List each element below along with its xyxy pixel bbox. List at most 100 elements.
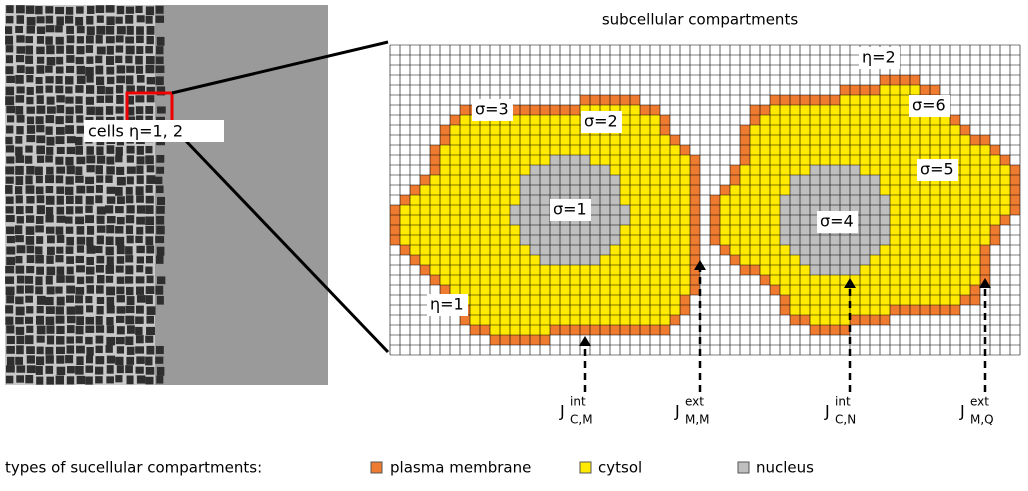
lattice-site [510,255,520,265]
tissue-cell [46,96,55,105]
lattice-site [830,125,840,135]
lattice-site [610,265,620,275]
tissue-cell [26,125,36,134]
lattice-site [940,255,950,265]
tissue-cell [36,195,45,204]
tissue-cell [115,35,124,43]
lattice-site [490,165,500,175]
lattice-site [560,145,570,155]
tissue-cell [16,335,25,345]
tissue-cell [136,295,146,303]
arrow-head [694,260,706,270]
energy-base: J [824,402,830,421]
lattice-site [800,285,810,295]
lattice-site [430,145,440,155]
lattice-site [690,285,700,295]
tissue-cell [145,225,154,234]
lattice-site [570,315,580,325]
tissue-cell [155,65,165,73]
tissue-cell [76,26,85,34]
tissue-cell [35,286,43,295]
lattice-site [440,165,450,175]
lattice-site [450,125,460,135]
lattice-site [660,225,670,235]
tissue-cell [76,156,86,165]
lattice-site [900,95,910,105]
tissue-cell [5,66,14,75]
lattice-site [610,305,620,315]
lattice-site [440,225,450,235]
lattice-site [660,145,670,155]
lattice-site [440,255,450,265]
tissue-cell [65,115,74,124]
tissue-cell [6,156,15,164]
tissue-cell [156,375,164,384]
lattice-site [770,115,780,125]
tissue-cell [5,176,14,184]
lattice-site [960,155,970,165]
label-box [427,294,468,316]
lattice-site [520,175,530,185]
tissue-cell [125,255,134,263]
lattice-site [890,235,900,245]
tissue-cell [66,206,74,215]
lattice-site [590,265,600,275]
zoom-line [183,138,390,354]
lattice-site [910,135,920,145]
lattice-site [890,225,900,235]
lattice-site [640,255,650,265]
tissue-cell [155,285,164,295]
tissue-cell [26,255,35,264]
tissue-cell [75,206,83,214]
lattice-site [740,245,750,255]
lattice-site [750,205,760,215]
tissue-cell [45,76,54,84]
lattice-site [530,145,540,155]
lattice-site [820,295,830,305]
lattice-site [970,235,980,245]
tissue-cell [25,215,35,223]
lattice-site [900,175,910,185]
lattice-site [490,315,500,325]
tissue-cell [55,36,64,45]
lattice-site [520,195,530,205]
lattice-site [650,225,660,235]
lattice-site [740,135,750,145]
tissue-cell [86,56,94,64]
tissue-cell [156,246,165,256]
tissue-cell [136,205,146,214]
lattice-site [810,135,820,145]
lattice-site [540,305,550,315]
lattice-site [640,325,650,335]
lattice-site [630,185,640,195]
lattice-site [480,295,490,305]
tissue-cell [36,356,45,366]
lattice-site [780,185,790,195]
lattice-site [820,195,830,205]
lattice-site [840,115,850,125]
tissue-cell [5,86,15,96]
lattice-site [780,285,790,295]
lattice-site [530,225,540,235]
tissue-cell [135,235,143,244]
tissue-cell [116,245,125,255]
lattice-site [480,255,490,265]
tissue-cell [96,285,104,294]
tissue-cell [26,116,35,125]
lattice-site [500,215,510,225]
tissue-cell [35,5,43,15]
tissue-cell [95,376,103,384]
lattice-site [450,195,460,205]
lattice-site [600,325,610,335]
lattice-site [820,315,830,325]
tissue-cell [95,366,104,375]
lattice-site [480,265,490,275]
lattice-site [440,135,450,145]
lattice-site [500,255,510,265]
tissue-cell [116,326,125,335]
tissue-cell [105,175,113,183]
lattice-site [630,295,640,305]
lattice-site [830,315,840,325]
lattice-site [960,145,970,155]
